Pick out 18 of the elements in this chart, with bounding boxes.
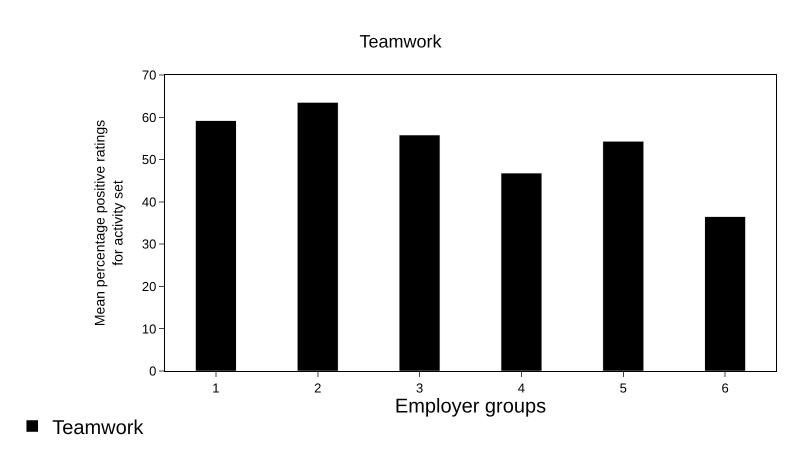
y-tick-label: 30 bbox=[142, 236, 156, 252]
x-tick-label: 6 bbox=[721, 380, 729, 396]
x-axis-title: Employer groups bbox=[394, 396, 546, 418]
x-tick-label: 5 bbox=[620, 380, 627, 396]
legend-label: Teamwork bbox=[52, 416, 144, 439]
y-tick-label: 10 bbox=[142, 321, 156, 336]
y-tick-label: 20 bbox=[142, 278, 156, 294]
x-tick-label: 4 bbox=[518, 380, 526, 396]
y-tick-label: 40 bbox=[142, 194, 156, 210]
y-tick-label: 60 bbox=[142, 110, 156, 125]
x-tick-label: 1 bbox=[212, 380, 220, 396]
x-tick-label: 2 bbox=[314, 380, 322, 396]
y-tick-label: 0 bbox=[149, 364, 156, 379]
x-tick-label: 3 bbox=[416, 380, 424, 396]
y-tick-label: 50 bbox=[142, 152, 156, 168]
y-axis-title: Mean percentage positive ratings for activity set bbox=[91, 120, 126, 326]
y-tick-label: 70 bbox=[142, 68, 156, 83]
chart-title: Teamwork bbox=[359, 31, 443, 52]
